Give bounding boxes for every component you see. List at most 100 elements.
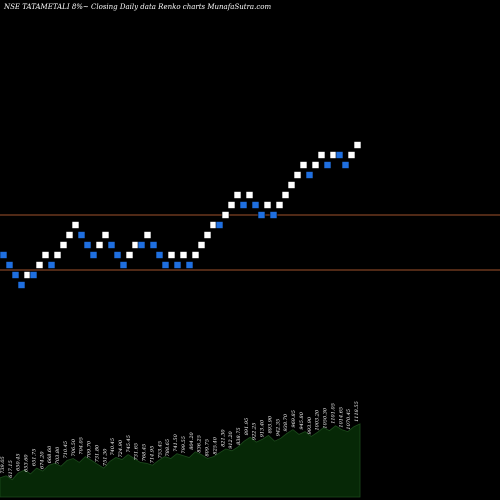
renko-brick (227, 201, 236, 209)
renko-brick (269, 211, 278, 219)
renko-brick (5, 261, 14, 269)
volume-label: 674.20 (39, 451, 45, 469)
volume-label: 1050.30 (323, 407, 329, 428)
volume-label: 709.70 (87, 440, 93, 458)
volume-label: 706.50 (71, 438, 77, 456)
renko-brick (287, 181, 296, 189)
volume-label: 993.90 (307, 416, 313, 434)
volume-label: 710.45 (63, 441, 69, 459)
volume-label: 650.45 (16, 453, 22, 471)
renko-brick (167, 251, 176, 259)
renko-brick (53, 251, 62, 259)
volume-label: 788.65 (165, 439, 171, 457)
volume-area (0, 423, 361, 498)
volume-label: 739.05 (0, 456, 6, 474)
renko-brick (59, 241, 68, 249)
renko-brick (353, 141, 362, 149)
volume-labels: 739.05 617.15 650.45 653.60 651.75 674.20 668.… (0, 401, 360, 477)
volume-label: 1101.05 (330, 403, 336, 424)
volume-label: 653.60 (24, 454, 30, 472)
volume-label: 731.80 (94, 444, 100, 462)
renko-brick (275, 201, 284, 209)
volume-label: 1070.45 (346, 409, 352, 430)
reference-levels (0, 214, 500, 271)
volume-label: 825.40 (212, 436, 218, 454)
volume-label: 1014.65 (338, 407, 344, 428)
volume-area-path (0, 423, 361, 498)
renko-brick (257, 211, 266, 219)
volume-label: 745.45 (126, 435, 132, 453)
volume-label: 838.75 (236, 427, 242, 445)
renko-brick (137, 241, 146, 249)
renko-brick (83, 241, 92, 249)
renko-brick (179, 251, 188, 259)
renko-brick (35, 261, 44, 269)
volume-label: 768.45 (142, 444, 148, 462)
renko-brick (215, 221, 224, 229)
volume-label: 1003.20 (315, 409, 321, 430)
renko-brick (341, 161, 350, 169)
renko-brick (47, 261, 56, 269)
renko-brick (125, 251, 134, 259)
renko-brick (335, 151, 344, 159)
volume-label: 740.45 (110, 438, 116, 456)
volume-label: 945.80 (299, 411, 305, 429)
volume-label: 1118.55 (354, 401, 360, 422)
volume-label: 731.65 (134, 443, 140, 461)
renko-brick (263, 201, 272, 209)
renko-brick (65, 231, 74, 239)
renko-brick (347, 151, 356, 159)
volume-label: 836.25 (197, 435, 203, 453)
renko-brick (77, 231, 86, 239)
renko-brick (173, 261, 182, 269)
renko-brick (155, 251, 164, 259)
renko-brick (11, 271, 20, 279)
renko-brick (95, 241, 104, 249)
renko-brick (203, 231, 212, 239)
renko-brick (107, 241, 116, 249)
renko-brick (233, 191, 242, 199)
renko-brick (89, 251, 98, 259)
volume-label: 938.70 (283, 413, 289, 431)
volume-label: 891.95 (244, 418, 250, 436)
volume-label: 617.15 (8, 460, 14, 478)
renko-brick (0, 251, 8, 259)
renko-brick (119, 261, 128, 269)
renko-brick (281, 191, 290, 199)
renko-brick (143, 231, 152, 239)
renko-brick (17, 281, 26, 289)
volume-label: 703.80 (55, 446, 61, 464)
renko-bricks (0, 141, 362, 289)
renko-brick (71, 221, 80, 229)
volume-label: 913.40 (260, 419, 266, 437)
volume-label: 799.55 (181, 436, 187, 454)
renko-brick (197, 241, 206, 249)
volume-label: 724.90 (118, 439, 124, 457)
renko-brick (299, 161, 308, 169)
renko-brick (41, 251, 50, 259)
renko-brick (305, 171, 314, 179)
renko-brick (317, 151, 326, 159)
renko-brick (101, 231, 110, 239)
volume-label: 668.60 (47, 445, 53, 463)
renko-brick (251, 201, 260, 209)
volume-label: 809.75 (205, 439, 211, 457)
volume-label: 753.45 (157, 441, 163, 459)
volume-label: 651.75 (32, 449, 38, 467)
volume-label: 751.30 (102, 448, 108, 466)
chart-title: NSE TATAMETALI 8%~ Closing Daily data Re… (3, 3, 271, 11)
renko-brick (29, 271, 38, 279)
renko-brick (191, 251, 200, 259)
renko-brick (149, 241, 158, 249)
volume-label: 893.90 (268, 415, 274, 433)
volume-label: 821.30 (220, 429, 226, 447)
renko-brick (113, 251, 122, 259)
volume-label: 969.85 (291, 410, 297, 428)
volume-label: 942.35 (275, 419, 281, 437)
volume-label: 912.20 (228, 430, 234, 448)
renko-brick (185, 261, 194, 269)
volume-label: 741.50 (173, 433, 179, 451)
